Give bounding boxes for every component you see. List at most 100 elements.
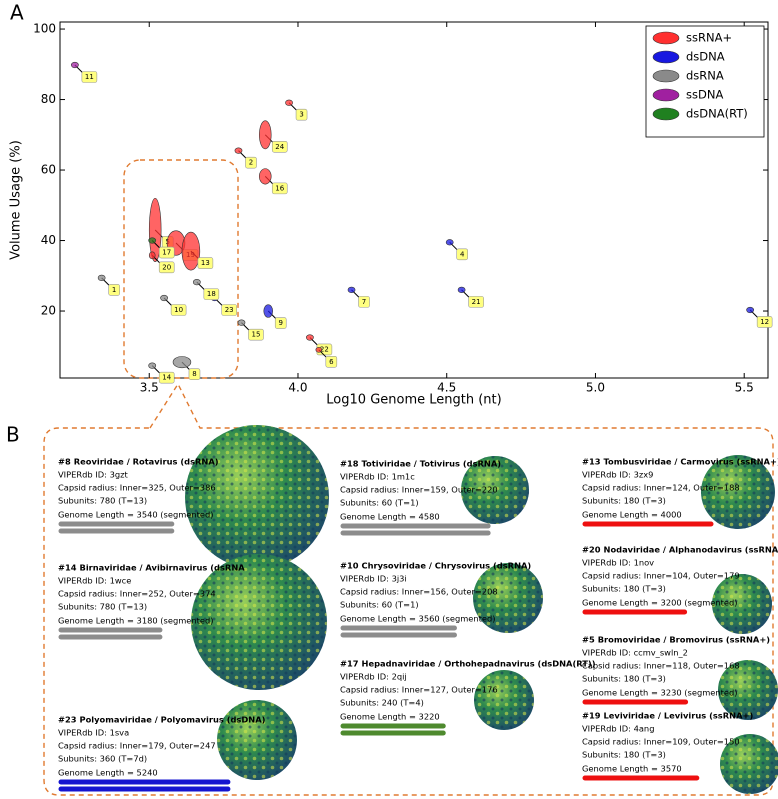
capsid-radius: Capsid radius: Inner=124, Outer=188 bbox=[582, 483, 740, 493]
capsid-radius: Capsid radius: Inner=104, Outer=179 bbox=[582, 571, 740, 581]
virus-texture bbox=[473, 563, 543, 633]
point bbox=[445, 239, 454, 246]
point-label: 7 bbox=[362, 298, 366, 306]
virus-texture bbox=[701, 455, 775, 529]
point-label: 18 bbox=[207, 290, 216, 298]
card-id: #17 bbox=[340, 659, 359, 669]
viperdb-id: VIPERdb ID: 1wce bbox=[58, 576, 131, 586]
point-label-box bbox=[197, 257, 214, 269]
card-id: #20 bbox=[582, 545, 601, 555]
x-tick-label: 4.5 bbox=[437, 381, 456, 395]
point-label: 17 bbox=[162, 249, 171, 257]
point-label-box bbox=[188, 368, 201, 380]
card-title: Hepadnaviridae / Orthohepadnavirus (dsDN… bbox=[362, 659, 596, 669]
virus-texture bbox=[718, 660, 778, 720]
card-title: Polyomaviridae / Polyomavirus (dsDNA) bbox=[80, 715, 266, 725]
point-label-box bbox=[756, 316, 773, 328]
y-axis-title: Volume Usage (%) bbox=[9, 140, 24, 260]
point bbox=[234, 147, 243, 154]
point bbox=[172, 356, 192, 369]
panel-label: A bbox=[10, 1, 24, 25]
genome-length: Genome Length = 3220 bbox=[340, 712, 440, 722]
card-title: Birnaviridae / Avibirnavirus (dsRNA bbox=[80, 563, 246, 573]
point-label-box bbox=[158, 246, 175, 259]
card-title: Totiviridae / Totivirus (dsRNA) bbox=[362, 459, 502, 469]
genome-length: Genome Length = 3180 (segmented) bbox=[58, 616, 214, 626]
point-label-box bbox=[245, 156, 257, 169]
highlight-box bbox=[123, 159, 239, 379]
point bbox=[148, 362, 157, 369]
point-label-box bbox=[325, 356, 338, 368]
capsid-radius: Capsid radius: Inner=252, Outer=374 bbox=[58, 589, 216, 599]
point bbox=[148, 237, 157, 244]
point-label-box bbox=[248, 328, 264, 341]
point-label: 14 bbox=[162, 374, 171, 382]
subunits: Subunits: 60 (T=1) bbox=[340, 498, 419, 508]
x-axis-title: Log10 Genome Length (nt) bbox=[326, 393, 501, 408]
card-id: #5 bbox=[582, 635, 595, 645]
capsid-radius: Capsid radius: Inner=159, Outer=220 bbox=[340, 485, 498, 495]
point-label: 10 bbox=[174, 306, 183, 314]
point-label-box bbox=[158, 261, 175, 274]
subunits: Subunits: 180 (T=3) bbox=[582, 674, 666, 684]
card-id: #10 bbox=[340, 561, 359, 571]
card-title: Tombusviridae / Carmovirus (ssRNA+) bbox=[604, 457, 778, 467]
capsid-radius: Capsid radius: Inner=127, Outer=176 bbox=[340, 685, 498, 695]
point-label-box bbox=[170, 304, 187, 316]
legend-swatch bbox=[652, 50, 680, 64]
virus-texture bbox=[720, 734, 778, 794]
card-title: Chrysoviridae / Chrysovirus (dsRNA) bbox=[362, 561, 532, 571]
viperdb-id: VIPERdb ID: 1nov bbox=[582, 558, 654, 568]
point bbox=[71, 61, 79, 69]
point-label-box bbox=[203, 288, 220, 300]
genome-length: Genome Length = 3540 (segmented) bbox=[58, 510, 214, 520]
card-title: Reoviridae / Rotavirus (dsRNA) bbox=[74, 457, 219, 467]
viperdb-id: VIPERdb ID: ccmv_swln_2 bbox=[582, 648, 688, 658]
plot-frame bbox=[59, 21, 769, 379]
point-label: 22 bbox=[320, 345, 329, 353]
virus-texture bbox=[191, 554, 327, 690]
capsid-radius: Capsid radius: Inner=325, Outer=386 bbox=[58, 483, 216, 493]
legend-swatch bbox=[652, 31, 680, 45]
subunits: Subunits: 360 (T=7d) bbox=[58, 754, 147, 764]
subunits: Subunits: 240 (T=4) bbox=[340, 698, 424, 708]
legend-label: dsDNA bbox=[686, 50, 725, 64]
point-label: 6 bbox=[329, 358, 334, 366]
point-label-box bbox=[158, 371, 175, 384]
x-tick-label: 5.0 bbox=[586, 381, 605, 395]
subunits: Subunits: 180 (T=3) bbox=[582, 584, 666, 594]
point bbox=[97, 274, 106, 282]
point-label-box bbox=[274, 317, 287, 329]
y-tick-label: 60 bbox=[41, 163, 56, 177]
viperdb-id: VIPERdb ID: 3gzt bbox=[58, 470, 128, 480]
virus-texture bbox=[712, 574, 772, 634]
point-label: 12 bbox=[760, 318, 769, 326]
viperdb-id: VIPERdb ID: 1m1c bbox=[340, 472, 415, 482]
y-tick-label: 100 bbox=[33, 22, 56, 36]
virus-texture bbox=[217, 700, 297, 780]
point-label: 21 bbox=[472, 298, 481, 306]
x-tick-label: 5.5 bbox=[735, 381, 754, 395]
genome-length: Genome Length = 4580 bbox=[340, 512, 440, 522]
point-label-box bbox=[358, 296, 370, 308]
genome-length: Genome Length = 4000 bbox=[582, 510, 682, 520]
subunits: Subunits: 60 (T=1) bbox=[340, 600, 419, 610]
capsid-radius: Capsid radius: Inner=109, Outer=150 bbox=[582, 737, 740, 747]
subunits: Subunits: 180 (T=3) bbox=[582, 750, 666, 760]
callout-box bbox=[43, 382, 774, 796]
legend-label: ssDNA bbox=[686, 88, 723, 102]
viperdb-id: VIPERdb ID: 1sva bbox=[58, 728, 129, 738]
genome-length: Genome Length = 3560 (segmented) bbox=[340, 614, 496, 624]
point bbox=[263, 304, 273, 318]
x-tick-label: 3.5 bbox=[140, 381, 159, 395]
card-id: #23 bbox=[58, 715, 77, 725]
point bbox=[192, 279, 201, 286]
point-label-box bbox=[456, 248, 468, 261]
point bbox=[259, 168, 272, 185]
point bbox=[746, 306, 755, 314]
point-label: 8 bbox=[192, 370, 196, 378]
point bbox=[259, 120, 272, 150]
virus-texture bbox=[461, 456, 529, 524]
virus-texture bbox=[185, 425, 329, 569]
point-label-box bbox=[295, 108, 308, 121]
